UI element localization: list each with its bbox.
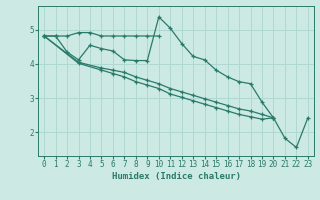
X-axis label: Humidex (Indice chaleur): Humidex (Indice chaleur) xyxy=(111,172,241,181)
